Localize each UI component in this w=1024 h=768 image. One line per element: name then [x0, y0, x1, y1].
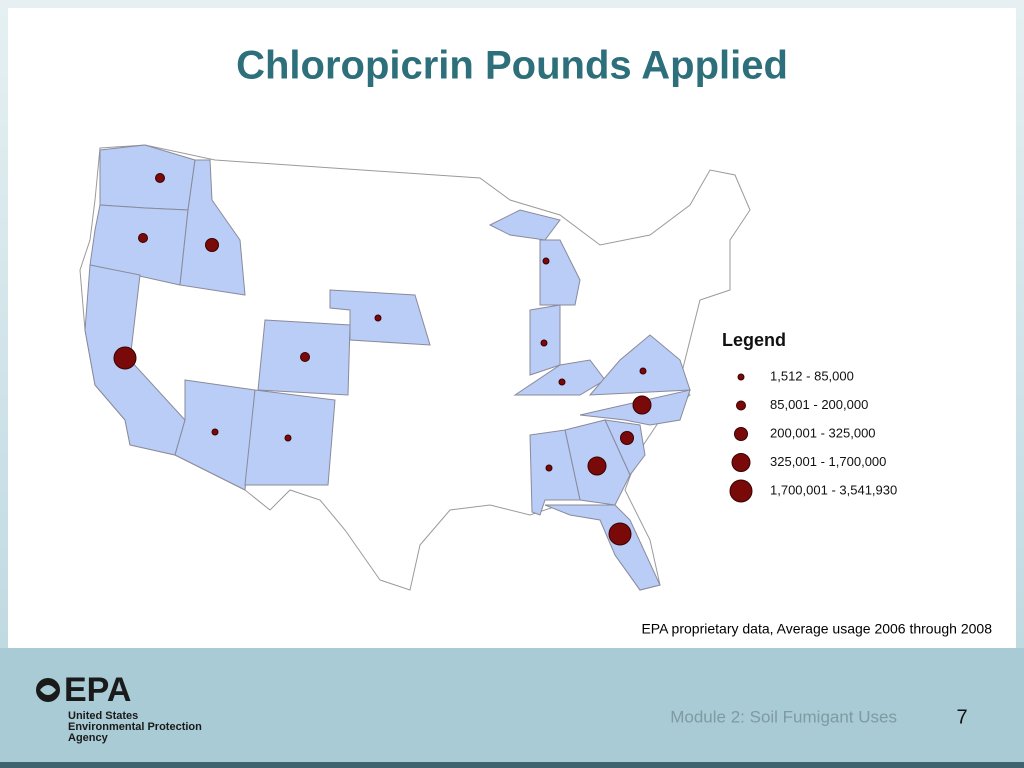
legend-symbol: [736, 400, 746, 411]
usage-dot: [587, 456, 607, 476]
legend-symbol: [729, 479, 753, 503]
source-note: EPA proprietary data, Average usage 2006…: [641, 621, 992, 637]
logo-wordmark: EPA: [64, 671, 131, 709]
state-ky: [513, 359, 606, 396]
state-mi: [539, 239, 581, 306]
logo-line: Agency: [68, 732, 109, 744]
usage-dot: [138, 233, 148, 243]
usage-dot: [205, 238, 219, 252]
page-number: 7: [956, 706, 967, 728]
footer-rule: [0, 762, 1024, 768]
legend-label: 1,700,001 - 3,541,930: [770, 482, 897, 497]
usage-dot: [545, 464, 553, 472]
state-id: [179, 159, 246, 296]
state-al: [529, 429, 581, 516]
state-fl: [544, 504, 661, 591]
us-map: [79, 144, 751, 591]
logo-line: Environmental Protection: [68, 721, 202, 733]
usage-dot: [632, 395, 652, 415]
logo-line: United States: [68, 710, 138, 722]
usage-dot: [620, 431, 634, 445]
legend-label: 200,001 - 325,000: [770, 425, 876, 440]
usage-dot: [542, 257, 550, 265]
usage-dot: [113, 346, 137, 370]
module-name: Module 2: Soil Fumigant Uses: [670, 707, 897, 726]
usage-dot: [155, 173, 165, 183]
legend-symbol: [737, 373, 745, 381]
usage-dot: [374, 314, 382, 322]
epa-logo: EPA United States Environmental Protecti…: [36, 671, 202, 744]
state-va: [588, 334, 691, 396]
state-mi-upper: [488, 209, 561, 241]
legend-symbol: [731, 453, 751, 472]
slide-title: Chloropicrin Pounds Applied: [236, 44, 788, 88]
legend-label: 85,001 - 200,000: [770, 397, 868, 412]
legend-symbol: [734, 427, 748, 441]
usage-dot: [639, 367, 647, 375]
legend-title: Legend: [722, 330, 786, 350]
usage-dot: [284, 434, 292, 442]
footer-band: [0, 648, 1024, 762]
legend-label: 325,001 - 1,700,000: [770, 454, 886, 469]
usage-dot: [300, 352, 310, 362]
usage-dot: [608, 522, 632, 546]
state-ca: [84, 264, 186, 456]
legend-label: 1,512 - 85,000: [770, 368, 854, 383]
usage-dot: [540, 339, 548, 347]
usage-dot: [211, 428, 219, 436]
logo-symbol-leaf: [40, 685, 56, 695]
usage-dot: [558, 378, 566, 386]
